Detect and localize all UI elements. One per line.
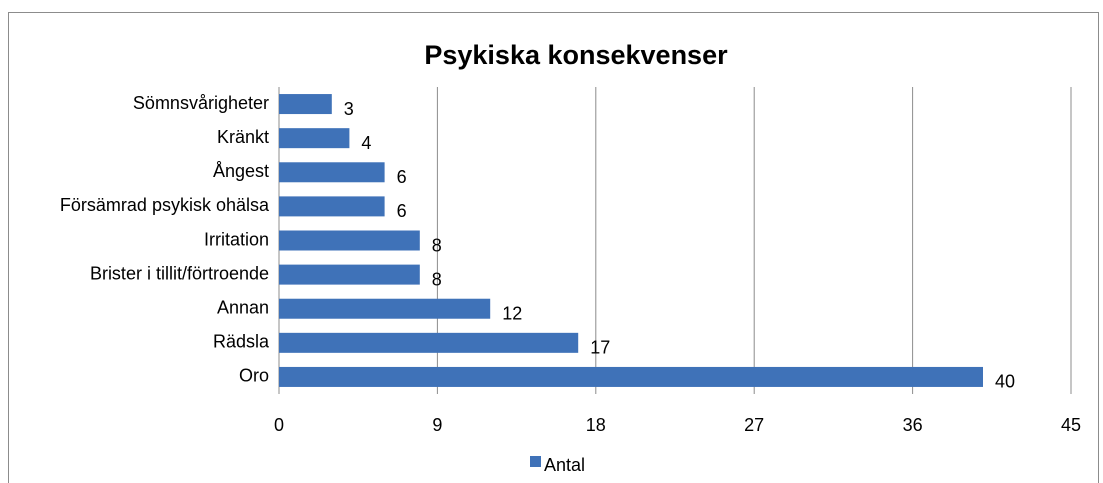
y-tick-label: Försämrad psykisk ohälsa: [60, 195, 270, 215]
y-tick-label: Kränkt: [217, 127, 269, 147]
data-label: 6: [397, 167, 407, 187]
bar: [279, 128, 350, 149]
chart-border: [8, 12, 1099, 483]
bar: [279, 264, 420, 285]
x-tick-label: 36: [903, 415, 923, 435]
x-tick-label: 9: [432, 415, 442, 435]
y-tick-label: Annan: [217, 297, 269, 317]
data-label: 6: [397, 201, 407, 221]
y-tick-label: Brister i tillit/förtroende: [90, 263, 269, 283]
bar: [279, 298, 491, 319]
data-label: 3: [344, 99, 354, 119]
data-label: 8: [432, 235, 442, 255]
legend-label: Antal: [544, 455, 585, 475]
bar: [279, 230, 420, 251]
data-label: 40: [995, 372, 1015, 392]
y-tick-label: Oro: [239, 366, 269, 386]
legend-swatch: [530, 456, 541, 467]
bar: [279, 332, 579, 353]
y-tick-label: Sömnsvårigheter: [133, 93, 269, 113]
bar: [279, 162, 385, 183]
y-tick-label: Ångest: [213, 161, 269, 181]
y-tick-label: Rädsla: [213, 332, 270, 352]
data-label: 4: [361, 133, 371, 153]
chart-title: Psykiska konsekvenser: [424, 40, 728, 70]
data-label: 12: [502, 303, 522, 323]
x-tick-label: 27: [744, 415, 764, 435]
bar: [279, 196, 385, 217]
bar: [279, 366, 983, 387]
data-label: 8: [432, 269, 442, 289]
x-tick-label: 18: [586, 415, 606, 435]
bar: [279, 94, 332, 115]
data-label: 17: [590, 338, 610, 358]
y-tick-label: Irritation: [204, 229, 269, 249]
x-tick-label: 45: [1061, 415, 1081, 435]
x-tick-label: 0: [274, 415, 284, 435]
